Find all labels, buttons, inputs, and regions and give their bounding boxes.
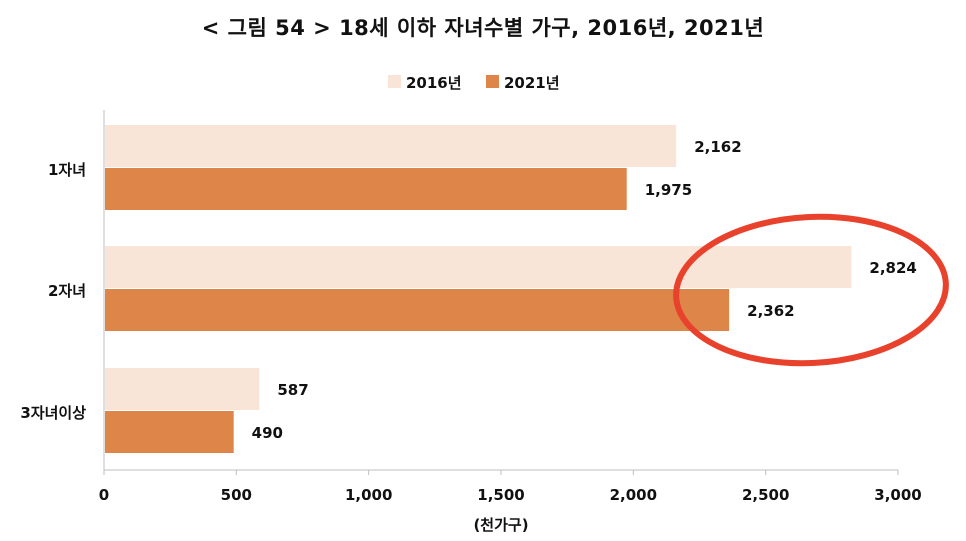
- x-tick-label: 0: [99, 486, 109, 504]
- bar-2016년-2자녀: [105, 246, 852, 288]
- data-label: 587: [277, 381, 308, 399]
- bar-2021년-1자녀: [105, 168, 627, 210]
- chart-title: < 그림 54 > 18세 이하 자녀수별 가구, 2016년, 2021년: [201, 16, 765, 40]
- bar-2016년-3자녀이상: [105, 368, 260, 410]
- data-label: 2,824: [869, 259, 916, 277]
- x-tick-label: 2,500: [742, 486, 789, 504]
- bar-2021년-3자녀이상: [105, 411, 234, 453]
- legend-swatch: [388, 75, 401, 88]
- x-axis-label: (천가구): [473, 516, 528, 534]
- x-tick-label: 500: [221, 486, 252, 504]
- data-label: 490: [252, 424, 283, 442]
- axes: 0 500 1,000 1,500 2,000 2,500 3,000 (천가구) 1자녀 2자녀…: [20, 110, 922, 534]
- data-label: 1,975: [645, 181, 692, 199]
- x-tick-label: 2,000: [610, 486, 657, 504]
- y-category-label: 3자녀이상: [20, 404, 86, 422]
- y-category-label: 1자녀: [48, 161, 86, 179]
- legend-label: 2016년: [406, 74, 462, 92]
- bar-2016년-1자녀: [105, 125, 677, 167]
- legend-label: 2021년: [504, 74, 560, 92]
- x-tick-label: 1,000: [345, 486, 392, 504]
- x-tick-label: 3,000: [874, 486, 921, 504]
- highlight-ellipse: [673, 213, 949, 367]
- data-label: 2,362: [747, 302, 794, 320]
- legend-swatch: [486, 75, 499, 88]
- data-label: 2,162: [694, 138, 741, 156]
- legend: 2016년 2021년: [388, 74, 560, 92]
- annotation: [673, 213, 949, 367]
- bar-2021년-2자녀: [105, 289, 730, 331]
- y-category-label: 2자녀: [48, 282, 86, 300]
- x-tick-label: 1,500: [477, 486, 524, 504]
- bars: 2,162 1,975 2,824 2,362 587 490: [105, 125, 917, 453]
